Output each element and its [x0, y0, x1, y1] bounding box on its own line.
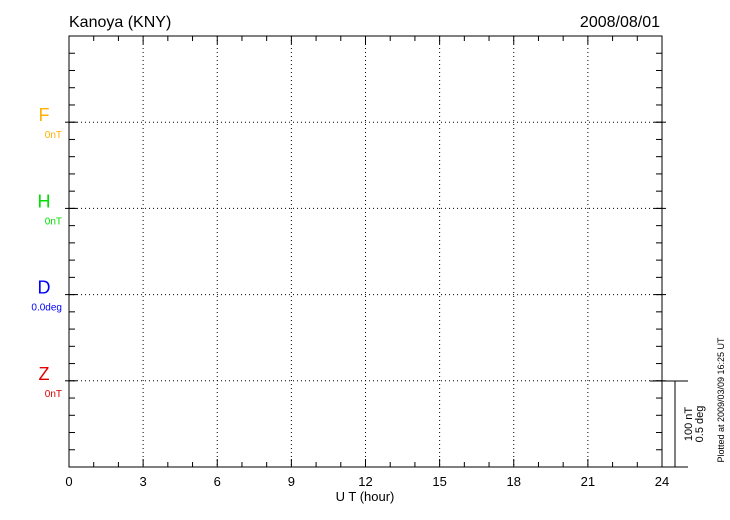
series-baseline-Z: 0nT	[45, 389, 62, 400]
scale-bar	[650, 380, 688, 468]
series-name-H: H	[38, 191, 51, 211]
x-tick-label: 3	[140, 474, 147, 489]
series-name-D: D	[38, 278, 51, 298]
x-tick-label: 9	[288, 474, 295, 489]
grid	[69, 36, 662, 467]
scale-nt-label: 100 nT	[683, 407, 695, 442]
x-tick-label: 24	[655, 474, 669, 489]
plotted-at-footer: Plotted at 2009/03/09 16:25 UT	[716, 337, 726, 463]
series-baseline-F: 0nT	[45, 130, 62, 141]
chart-title: Kanoya (KNY)	[69, 14, 171, 31]
x-tick-label: 15	[432, 474, 446, 489]
x-tick-label: 21	[581, 474, 595, 489]
series-name-Z: Z	[39, 364, 50, 384]
x-tick-label: 6	[214, 474, 221, 489]
series-baseline-H: 0nT	[45, 216, 62, 227]
scale-deg-label: 0.5 deg	[694, 406, 706, 443]
series-name-F: F	[39, 105, 50, 125]
axis-ticks	[65, 36, 666, 467]
x-axis-label: U T (hour)	[336, 489, 395, 504]
series-labels: F 0nT H 0nT D 0.0deg Z 0nT	[31, 105, 62, 400]
x-tick-labels: 0 3 6 9 12 15 18 21 24	[65, 474, 669, 489]
chart-date: 2008/08/01	[580, 14, 660, 31]
plot-frame	[68, 35, 663, 468]
x-tick-label: 12	[358, 474, 372, 489]
series-baseline-D: 0.0deg	[31, 303, 62, 314]
x-tick-label: 18	[507, 474, 521, 489]
x-tick-label: 0	[65, 474, 72, 489]
